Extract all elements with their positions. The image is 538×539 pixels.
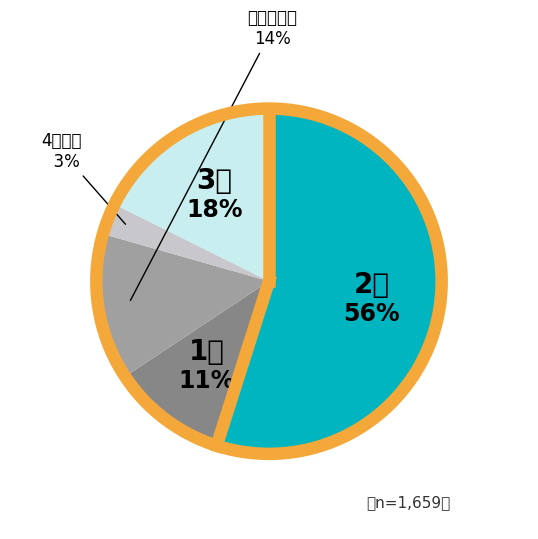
Text: 18%: 18% [186,198,243,223]
Text: 2人: 2人 [353,271,390,299]
Wedge shape [115,108,269,281]
Wedge shape [96,234,269,377]
Text: 56%: 56% [343,302,400,326]
Text: （n=1,659）: （n=1,659） [366,495,450,510]
Text: 11%: 11% [179,369,235,393]
Wedge shape [103,204,269,281]
Wedge shape [217,108,442,454]
Wedge shape [125,281,269,446]
Text: わからない
14%: わからない 14% [130,9,298,300]
Text: 3人: 3人 [196,167,232,195]
Text: 1人: 1人 [189,338,224,366]
Text: 4人以上
  3%: 4人以上 3% [41,132,125,224]
